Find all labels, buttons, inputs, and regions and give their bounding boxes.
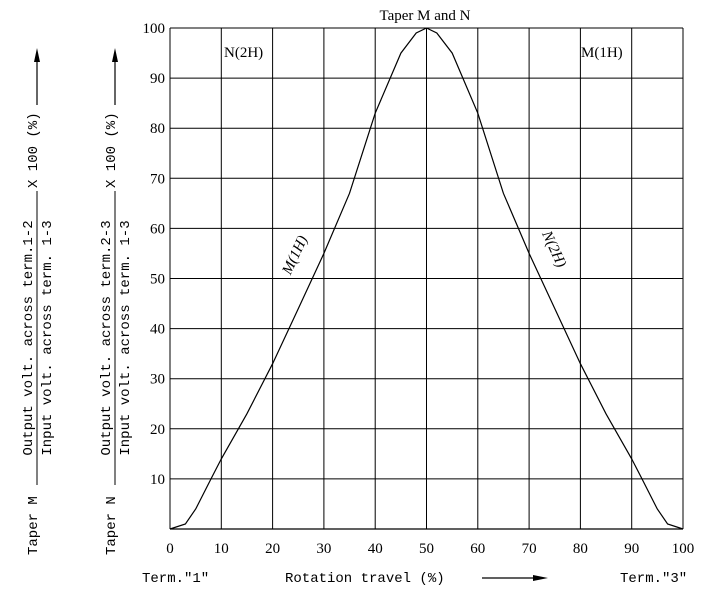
series-line-m: [169, 27, 427, 530]
y-tick-label: 60: [150, 221, 165, 237]
y-label-m-suffix: X 100 (%): [26, 112, 42, 188]
series-lines: [169, 27, 684, 530]
x-axis-label: Rotation travel (%): [285, 571, 445, 587]
x-tick-label: 80: [573, 541, 588, 557]
x-start-label: Term."1": [142, 571, 209, 587]
y-label-m-prefix: Taper M: [26, 496, 42, 555]
y-tick-label: 40: [150, 322, 165, 338]
y-tick-label: 80: [150, 121, 165, 137]
chart-title: Taper M and N: [379, 8, 470, 24]
x-tick-label: 50: [419, 541, 434, 557]
corner-label-right: M(1H): [581, 45, 623, 61]
y-label-m-numerator: Output volt. across term.1-2: [21, 220, 37, 455]
x-tick-label: 20: [265, 541, 280, 557]
x-tick-labels: 0 10 20 30 40 50 60 70 80 90 100: [166, 541, 694, 557]
y-tick-labels: 10 20 30 40 50 60 70 80 90 100: [143, 21, 166, 488]
x-axis-arrow: [482, 575, 548, 581]
y-tick-label: 10: [150, 472, 165, 488]
y-tick-label: 100: [143, 21, 166, 37]
y-label-m: Taper M Output volt. across term.1-2 Inp…: [21, 48, 56, 555]
y-label-n: Taper N Output volt. across term.2-3 Inp…: [99, 48, 134, 555]
x-end-label: Term."3": [620, 571, 687, 587]
series-label-n: N(2H): [538, 228, 569, 270]
series-line-n: [426, 27, 684, 530]
x-tick-label: 100: [672, 541, 695, 557]
y-label-n-prefix: Taper N: [104, 496, 120, 555]
x-tick-label: 90: [624, 541, 639, 557]
grid: [169, 27, 684, 530]
x-tick-label: 70: [522, 541, 537, 557]
corner-label-left: N(2H): [224, 45, 263, 61]
y-tick-label: 70: [150, 171, 165, 187]
y-tick-label: 50: [150, 272, 165, 288]
x-tick-label: 40: [368, 541, 383, 557]
x-tick-label: 30: [316, 541, 331, 557]
y-tick-label: 90: [150, 71, 165, 87]
x-tick-label: 0: [166, 541, 174, 557]
y-tick-label: 30: [150, 372, 165, 388]
x-tick-label: 10: [214, 541, 229, 557]
series-label-m: M(1H): [279, 233, 311, 278]
y-label-n-denominator: Input volt. across term. 1-3: [118, 220, 134, 455]
y-label-m-denominator: Input volt. across term. 1-3: [40, 220, 56, 455]
y-label-n-suffix: X 100 (%): [104, 112, 120, 188]
y-tick-label: 20: [150, 422, 165, 438]
x-tick-label: 60: [470, 541, 485, 557]
y-label-n-numerator: Output volt. across term.2-3: [99, 220, 115, 455]
